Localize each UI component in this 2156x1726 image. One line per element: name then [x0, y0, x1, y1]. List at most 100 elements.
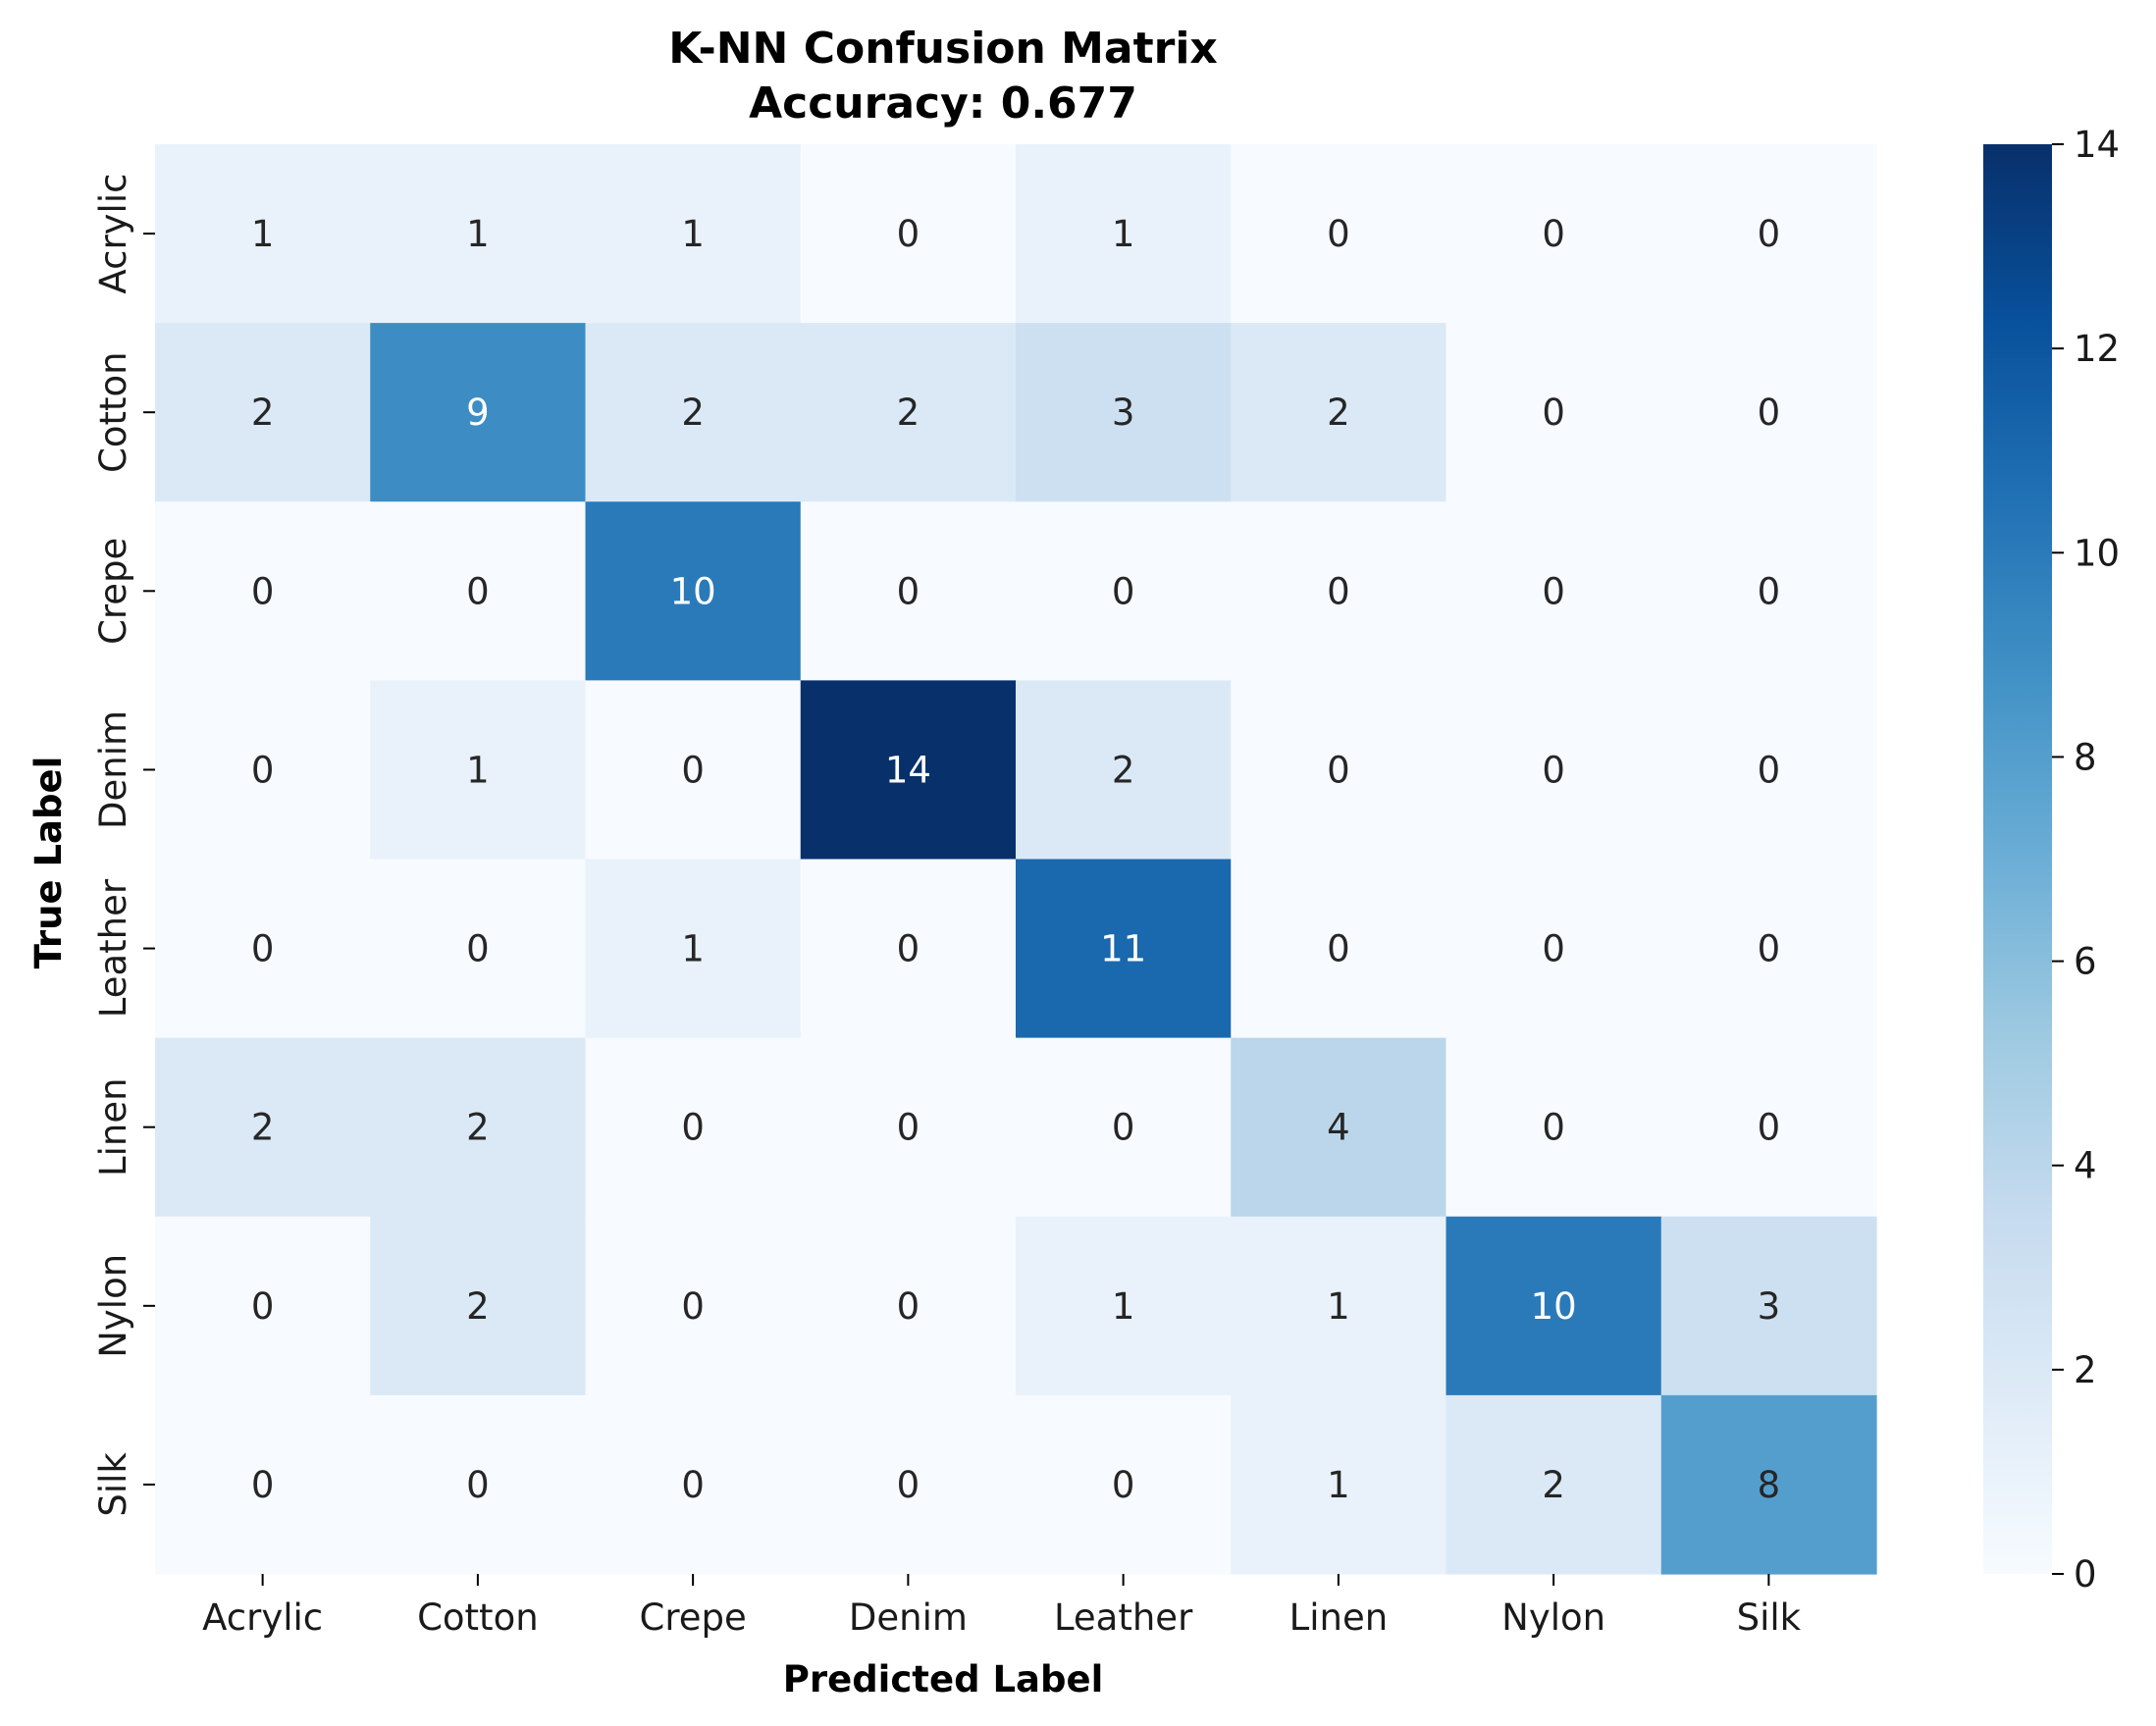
heatmap-cell — [1016, 323, 1232, 502]
heatmap-cell — [585, 1037, 802, 1218]
x-tick-label: Acrylic — [202, 1596, 323, 1639]
heatmap-cell — [1660, 1037, 1877, 1218]
chart-subtitle: Accuracy: 0.677 — [749, 78, 1137, 129]
cell-value-label: 0 — [1327, 928, 1350, 970]
heatmap-cell — [155, 144, 371, 324]
y-tick-label: Linen — [92, 1077, 134, 1177]
y-tick-label: Acrylic — [92, 174, 134, 294]
heatmap-cell — [155, 323, 371, 502]
cell-value-label: 1 — [1327, 1464, 1350, 1506]
y-tick-label: Crepe — [92, 538, 134, 645]
heatmap-cell — [1660, 859, 1877, 1039]
heatmap-cell — [1446, 323, 1662, 502]
cell-value-label: 0 — [1758, 928, 1781, 970]
chart-title: K-NN Confusion Matrix — [668, 24, 1218, 74]
heatmap-cell — [1231, 1037, 1447, 1218]
colorbar-gradient — [1983, 144, 2052, 1574]
x-axis: Acrylic Cotton Crepe Denim Leather Linen Nylon… — [202, 1574, 1802, 1639]
heatmap-cell — [1446, 501, 1662, 681]
cell-value-label: 14 — [885, 749, 931, 791]
cell-value-label: 0 — [1112, 570, 1135, 612]
cell-value-label: 3 — [1758, 1285, 1781, 1328]
heatmap-cell — [370, 323, 587, 502]
heatmap-cell — [155, 680, 371, 861]
heatmap-cell — [800, 1037, 1017, 1218]
colorbar-tick-label: 6 — [2074, 941, 2097, 983]
heatmap-cell — [585, 501, 802, 681]
heatmap-cell — [800, 1394, 1017, 1575]
cell-value-label: 0 — [1112, 1464, 1135, 1506]
heatmap-cell — [800, 859, 1017, 1039]
heatmap-cell — [1446, 680, 1662, 861]
x-tick-label: Denim — [849, 1596, 968, 1639]
heatmap-cell — [1446, 1216, 1662, 1396]
cell-value-label: 0 — [1542, 1107, 1565, 1149]
heatmap-cells: 1 1 1 0 1 0 0 02 9 2 2 3 2 0 00 0 10 0 0 0 0 00 1 0 14 2 0 0 00 0 1 0 11… — [155, 144, 1877, 1575]
cell-value-label: 11 — [1100, 928, 1146, 970]
colorbar-tick-label: 10 — [2074, 532, 2120, 574]
heatmap-cell — [1016, 501, 1232, 681]
heatmap-cell — [370, 1037, 587, 1218]
cell-value-label: 1 — [1112, 1285, 1135, 1328]
cell-value-label: 3 — [1112, 392, 1135, 434]
cell-value-label: 0 — [897, 570, 920, 612]
cell-value-label: 2 — [1112, 749, 1135, 791]
cell-value-label: 10 — [1531, 1285, 1577, 1328]
heatmap-cell — [370, 501, 587, 681]
heatmap-cell — [370, 859, 587, 1039]
heatmap-cell — [585, 323, 802, 502]
heatmap-cell — [1446, 144, 1662, 324]
colorbar-tick-label: 12 — [2074, 328, 2120, 370]
cell-value-label: 0 — [1758, 570, 1781, 612]
cell-value-label: 2 — [466, 1285, 490, 1328]
cell-value-label: 0 — [1327, 213, 1350, 255]
cell-value-label: 0 — [251, 570, 275, 612]
heatmap-cell — [585, 680, 802, 861]
heatmap-cell — [1016, 1394, 1232, 1575]
cell-value-label: 0 — [1758, 213, 1781, 255]
x-tick-label: Cotton — [417, 1596, 539, 1639]
heatmap-cell — [155, 1216, 371, 1396]
cell-value-label: 0 — [681, 1107, 705, 1149]
y-axis-label: True Label — [27, 757, 70, 969]
heatmap-cell — [1660, 323, 1877, 502]
cell-value-label: 0 — [466, 1464, 490, 1506]
cell-value-label: 4 — [1327, 1107, 1350, 1149]
heatmap-cell — [370, 680, 587, 861]
heatmap-cell — [155, 501, 371, 681]
x-tick-label: Crepe — [640, 1596, 747, 1639]
cell-value-label: 0 — [1112, 1107, 1135, 1149]
cell-value-label: 2 — [1542, 1464, 1565, 1506]
cell-value-label: 1 — [1327, 1285, 1350, 1328]
cell-value-label: 0 — [466, 928, 490, 970]
cell-value-label: 0 — [1542, 213, 1565, 255]
colorbar-tick-label: 14 — [2074, 124, 2120, 166]
x-tick-label: Leather — [1054, 1596, 1193, 1639]
cell-value-label: 0 — [251, 1464, 275, 1506]
cell-value-label: 2 — [466, 1107, 490, 1149]
cell-value-label: 2 — [251, 392, 275, 434]
cell-value-label: 0 — [251, 928, 275, 970]
y-tick-label: Cotton — [92, 351, 134, 473]
heatmap-cell — [800, 144, 1017, 324]
heatmap-cell — [585, 1394, 802, 1575]
x-tick-label: Silk — [1737, 1596, 1802, 1639]
heatmap-cell — [585, 1216, 802, 1396]
cell-value-label: 1 — [1112, 213, 1135, 255]
cell-value-label: 1 — [466, 213, 490, 255]
cell-value-label: 0 — [681, 1464, 705, 1506]
heatmap-cell — [585, 859, 802, 1039]
cell-value-label: 0 — [681, 749, 705, 791]
heatmap-cell — [1231, 144, 1447, 324]
heatmap-cell — [585, 144, 802, 324]
cell-value-label: 0 — [897, 213, 920, 255]
cell-value-label: 2 — [681, 392, 705, 434]
x-tick-label: Nylon — [1501, 1596, 1605, 1639]
y-axis: Acrylic Cotton Crepe Denim Leather Linen Nylon… — [92, 174, 155, 1517]
heatmap-cell — [1016, 680, 1232, 861]
y-tick-label: Silk — [92, 1452, 134, 1517]
y-tick-label: Denim — [92, 710, 134, 829]
heatmap-cell — [1660, 501, 1877, 681]
y-tick-label: Leather — [92, 878, 134, 1018]
